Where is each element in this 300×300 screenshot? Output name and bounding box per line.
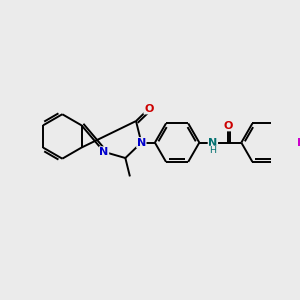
Text: N: N bbox=[208, 138, 218, 148]
Text: O: O bbox=[223, 121, 232, 131]
Text: O: O bbox=[144, 104, 153, 114]
Text: H: H bbox=[209, 146, 216, 155]
Text: F: F bbox=[297, 138, 300, 148]
Text: N: N bbox=[137, 138, 146, 148]
Text: N: N bbox=[99, 147, 109, 157]
